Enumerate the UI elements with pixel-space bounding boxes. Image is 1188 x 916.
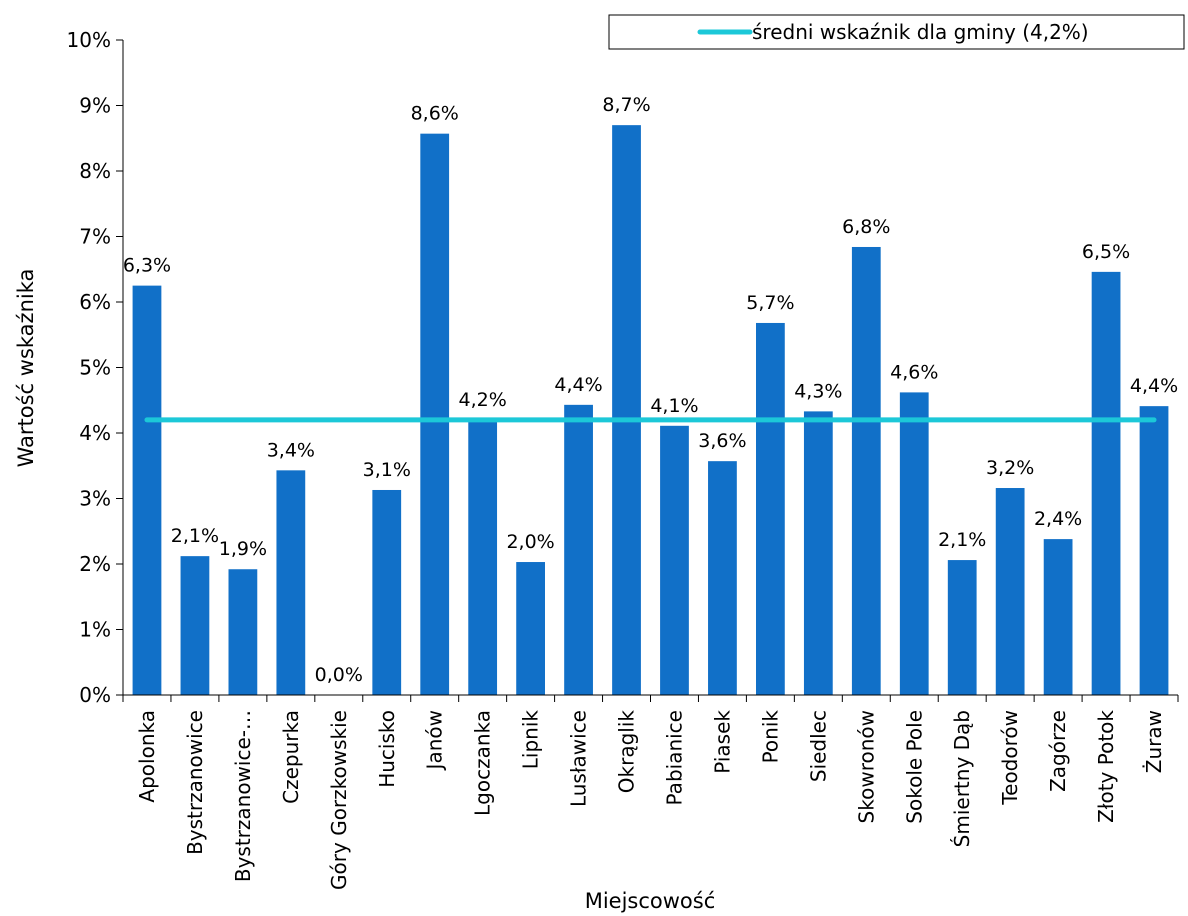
bar-6: [372, 489, 402, 695]
data-label-10: 4,4%: [554, 374, 602, 396]
bar-9: [516, 562, 545, 695]
x-tick-label-15: Siedlec: [806, 710, 830, 782]
data-label-21: 6,5%: [1082, 241, 1130, 263]
data-label-9: 2,0%: [506, 531, 554, 553]
y-tick-label-7: 7%: [79, 225, 111, 249]
x-tick-label-12: Pabianice: [662, 710, 686, 805]
data-label-22: 4,4%: [1130, 375, 1178, 397]
bar-15: [803, 411, 833, 695]
y-tick-label-9: 9%: [79, 94, 111, 118]
y-tick-label-0: 0%: [79, 683, 111, 707]
bar-21: [1091, 271, 1121, 695]
x-tick-label-9: Lipnik: [519, 710, 543, 770]
data-label-1: 6,3%: [123, 255, 171, 277]
data-label-14: 5,7%: [746, 292, 794, 314]
x-tick-label-3: Bystrzanowice-…: [231, 710, 255, 882]
data-label-3: 1,9%: [219, 538, 267, 560]
bar-22: [1139, 406, 1169, 695]
bar-3: [228, 569, 258, 695]
x-tick-label-11: Okrąglik: [615, 710, 639, 794]
bar-14: [756, 322, 785, 695]
y-tick-label-10: 10%: [67, 28, 111, 52]
bar-13: [708, 461, 737, 695]
bar-17: [899, 392, 929, 695]
x-axis-title: Miejscowość: [585, 889, 716, 913]
data-label-8: 4,2%: [459, 389, 507, 411]
data-label-20: 2,4%: [1034, 508, 1082, 530]
data-label-18: 2,1%: [938, 529, 986, 551]
x-tick-label-6: Hucisko: [375, 710, 399, 788]
bar-7: [420, 133, 450, 696]
x-tick-label-7: Janów: [423, 710, 447, 771]
data-label-5: 0,0%: [315, 664, 363, 686]
y-tick-label-2: 2%: [79, 552, 111, 576]
bar-8: [468, 419, 498, 695]
y-tick-label-5: 5%: [79, 356, 111, 380]
bar-16: [851, 246, 881, 696]
data-label-6: 3,1%: [363, 459, 411, 481]
data-label-11: 8,7%: [602, 94, 650, 116]
x-tick-label-22: Żuraw: [1142, 710, 1166, 773]
y-tick-label-1: 1%: [79, 618, 111, 642]
bar-2: [180, 556, 210, 695]
bar-10: [564, 404, 593, 695]
bar-11: [612, 125, 641, 695]
x-tick-label-13: Piasek: [710, 710, 734, 774]
data-label-2: 2,1%: [171, 525, 219, 547]
data-label-15: 4,3%: [794, 380, 842, 402]
y-tick-label-3: 3%: [79, 487, 111, 511]
x-tick-label-16: Skowronów: [854, 710, 878, 823]
data-label-12: 4,1%: [650, 395, 698, 417]
y-tick-label-6: 6%: [79, 290, 111, 314]
bar-18: [947, 560, 977, 695]
x-tick-label-1: Apolonka: [135, 710, 159, 803]
data-label-4: 3,4%: [267, 439, 315, 461]
x-tick-label-19: Teodorów: [998, 710, 1022, 806]
data-label-17: 4,6%: [890, 361, 938, 383]
x-tick-label-20: Zagórze: [1046, 710, 1070, 792]
x-tick-label-21: Złoty Potok: [1094, 710, 1118, 823]
x-tick-label-10: Lusławice: [567, 710, 591, 807]
y-tick-label-4: 4%: [79, 421, 111, 445]
y-tick-label-8: 8%: [79, 159, 111, 183]
legend-label: średni wskaźnik dla gminy (4,2%): [752, 20, 1089, 44]
x-tick-label-17: Sokole Pole: [902, 710, 926, 824]
data-label-16: 6,8%: [842, 216, 890, 238]
bar-4: [276, 470, 306, 695]
x-tick-label-2: Bystrzanowice: [183, 710, 207, 855]
data-label-19: 3,2%: [986, 457, 1034, 479]
bar-1: [132, 285, 162, 695]
bar-19: [995, 488, 1025, 695]
x-tick-label-4: Czepurka: [279, 710, 303, 804]
data-label-7: 8,6%: [411, 103, 459, 125]
x-tick-label-14: Ponik: [758, 710, 782, 764]
data-label-13: 3,6%: [698, 430, 746, 452]
x-tick-label-8: Lgoczanka: [471, 710, 495, 816]
x-tick-label-18: Śmiertny Dąb: [950, 710, 974, 847]
x-tick-label-5: Góry Gorzkowskie: [327, 710, 351, 890]
bar-20: [1043, 539, 1073, 695]
bar-12: [660, 425, 689, 695]
y-axis-title: Wartość wskaźnika: [14, 269, 38, 468]
